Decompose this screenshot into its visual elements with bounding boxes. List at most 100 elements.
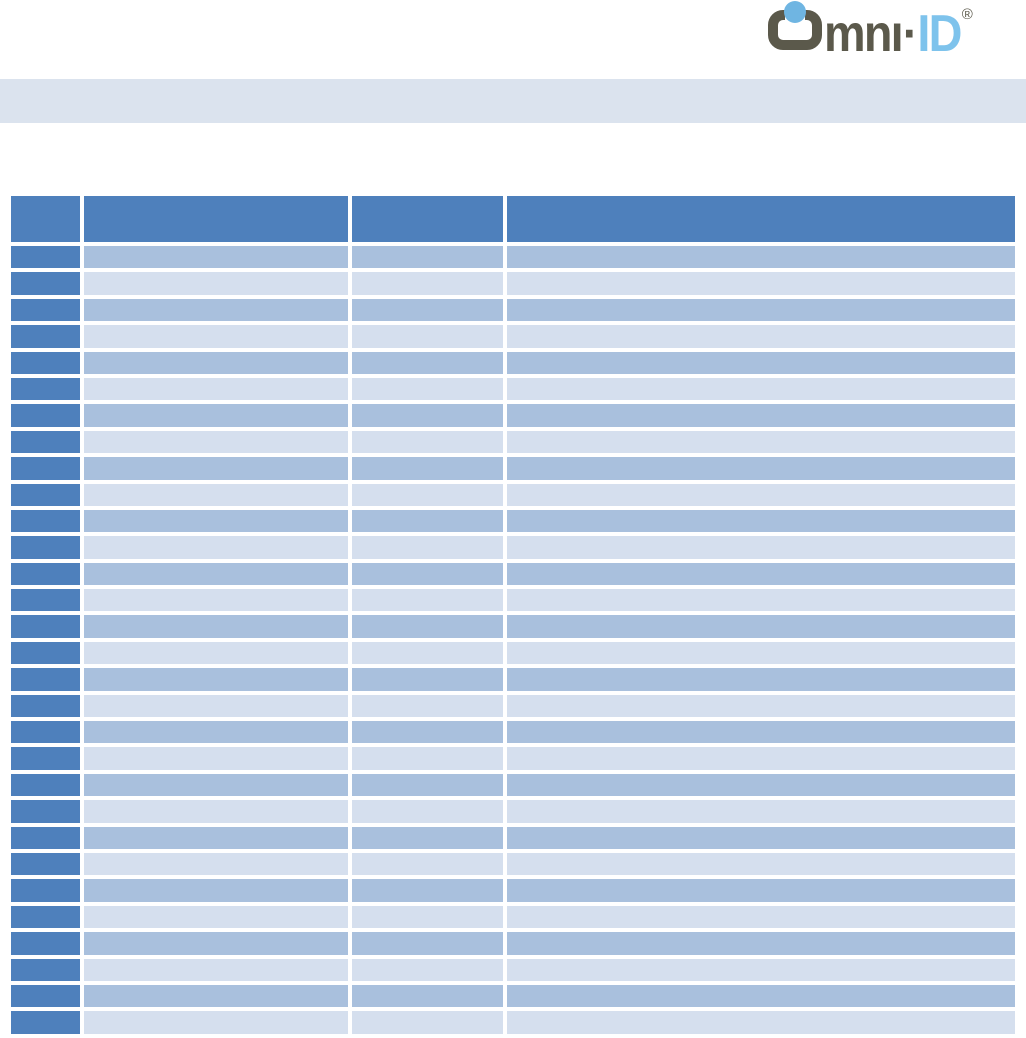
table-cell	[84, 932, 348, 955]
table-cell	[352, 272, 503, 295]
table-cell	[507, 404, 1015, 427]
table-cell	[352, 377, 503, 401]
table-cell	[352, 879, 503, 902]
table-cell	[352, 747, 503, 770]
omni-id-logo: mnı·ID ®	[768, 1, 973, 60]
table-row	[11, 298, 1015, 322]
logo-text-id: ID	[917, 5, 962, 63]
table-cell	[352, 430, 503, 454]
row-header-cell	[11, 298, 80, 322]
header-cell	[11, 196, 80, 242]
table-row	[11, 984, 1015, 1008]
table-cell	[352, 457, 503, 480]
row-header-cell	[11, 905, 80, 929]
row-header-cell	[11, 800, 80, 823]
table-cell	[352, 773, 503, 797]
table-cell	[507, 351, 1015, 374]
table-row	[11, 1011, 1015, 1034]
table-cell	[352, 694, 503, 718]
table-cell	[84, 457, 348, 480]
table-cell	[507, 668, 1015, 691]
table-row	[11, 958, 1015, 981]
table-cell	[84, 272, 348, 295]
table-cell	[84, 800, 348, 823]
table-cell	[507, 773, 1015, 797]
table-cell	[507, 589, 1015, 612]
row-header-cell	[11, 457, 80, 480]
table-cell	[84, 377, 348, 401]
table-row	[11, 721, 1015, 744]
table-row	[11, 641, 1015, 665]
table-cell	[352, 641, 503, 665]
table-row	[11, 773, 1015, 797]
table-row	[11, 351, 1015, 374]
table-row	[11, 430, 1015, 454]
table-row	[11, 483, 1015, 506]
table-cell	[84, 404, 348, 427]
table-cell	[352, 325, 503, 348]
row-header-cell	[11, 615, 80, 638]
table-row	[11, 272, 1015, 295]
table-cell	[84, 483, 348, 506]
row-header-cell	[11, 246, 80, 269]
header-cell	[352, 196, 503, 242]
table-row	[11, 509, 1015, 533]
table-cell	[352, 404, 503, 427]
row-header-cell	[11, 958, 80, 981]
table-cell	[84, 668, 348, 691]
table-row	[11, 694, 1015, 718]
logo-o-glyph	[768, 1, 822, 50]
logo-o-dot-icon	[784, 1, 806, 23]
table-cell	[507, 246, 1015, 269]
row-header-cell	[11, 879, 80, 902]
table-row	[11, 932, 1015, 955]
table-cell	[352, 509, 503, 533]
table-cell	[84, 721, 348, 744]
table-cell	[507, 747, 1015, 770]
row-header-cell	[11, 826, 80, 849]
logo-text-omn: mnı	[824, 5, 904, 63]
table-cell	[507, 905, 1015, 929]
table-cell	[352, 483, 503, 506]
table-row	[11, 879, 1015, 902]
row-header-cell	[11, 1011, 80, 1034]
table-row	[11, 800, 1015, 823]
row-header-cell	[11, 932, 80, 955]
row-header-cell	[11, 536, 80, 559]
table-row	[11, 826, 1015, 849]
table-cell	[507, 325, 1015, 348]
table-cell	[507, 721, 1015, 744]
registered-trademark-icon: ®	[961, 6, 973, 23]
table-cell	[507, 536, 1015, 559]
table-cell	[352, 1011, 503, 1034]
row-header-cell	[11, 747, 80, 770]
row-header-cell	[11, 272, 80, 295]
row-header-cell	[11, 351, 80, 374]
row-header-cell	[11, 430, 80, 454]
table-cell	[84, 747, 348, 770]
table-cell	[84, 325, 348, 348]
table-cell	[507, 457, 1015, 480]
table-cell	[352, 932, 503, 955]
row-header-cell	[11, 984, 80, 1008]
table-row	[11, 562, 1015, 586]
row-header-cell	[11, 694, 80, 718]
table-cell	[507, 641, 1015, 665]
logo-separator-dot: ·	[902, 5, 919, 63]
table-cell	[84, 773, 348, 797]
table-cell	[84, 562, 348, 586]
table-cell	[507, 879, 1015, 902]
row-header-cell	[11, 668, 80, 691]
table-cell	[507, 932, 1015, 955]
table-cell	[352, 562, 503, 586]
table-cell	[84, 905, 348, 929]
table-cell	[84, 826, 348, 849]
table-cell	[352, 984, 503, 1008]
table-cell	[352, 536, 503, 559]
table-row	[11, 852, 1015, 876]
table-cell	[352, 721, 503, 744]
table-cell	[507, 826, 1015, 849]
table-row	[11, 246, 1015, 269]
table-cell	[84, 536, 348, 559]
row-header-cell	[11, 773, 80, 797]
